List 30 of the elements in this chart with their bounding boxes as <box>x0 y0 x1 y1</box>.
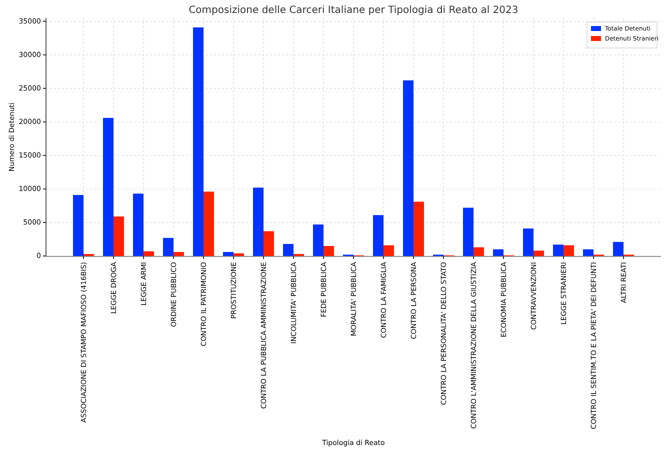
bar <box>403 80 414 256</box>
bar <box>103 118 114 256</box>
bar <box>204 192 214 256</box>
bar <box>553 244 564 256</box>
bar <box>174 252 184 256</box>
bar <box>163 238 174 256</box>
bar <box>463 208 474 256</box>
bar <box>564 245 574 256</box>
bar <box>313 224 324 256</box>
bar <box>114 216 124 256</box>
bar <box>373 215 384 256</box>
bar <box>73 194 84 256</box>
bar <box>583 249 594 256</box>
bar <box>474 247 484 256</box>
bar <box>234 253 244 256</box>
bar <box>414 202 424 256</box>
bar <box>384 245 394 256</box>
bar <box>193 27 204 256</box>
bar <box>133 194 144 256</box>
bar <box>264 231 274 256</box>
chart-title: Composizione delle Carceri Italiane per Tipologia di Reato al 2023 <box>188 5 518 16</box>
bar <box>534 250 544 256</box>
bar <box>613 242 624 256</box>
bar <box>223 252 234 256</box>
bar <box>283 244 294 256</box>
bar <box>324 246 334 256</box>
bar <box>493 249 504 256</box>
bar <box>523 228 534 256</box>
bar <box>253 188 264 256</box>
bar <box>144 251 154 256</box>
